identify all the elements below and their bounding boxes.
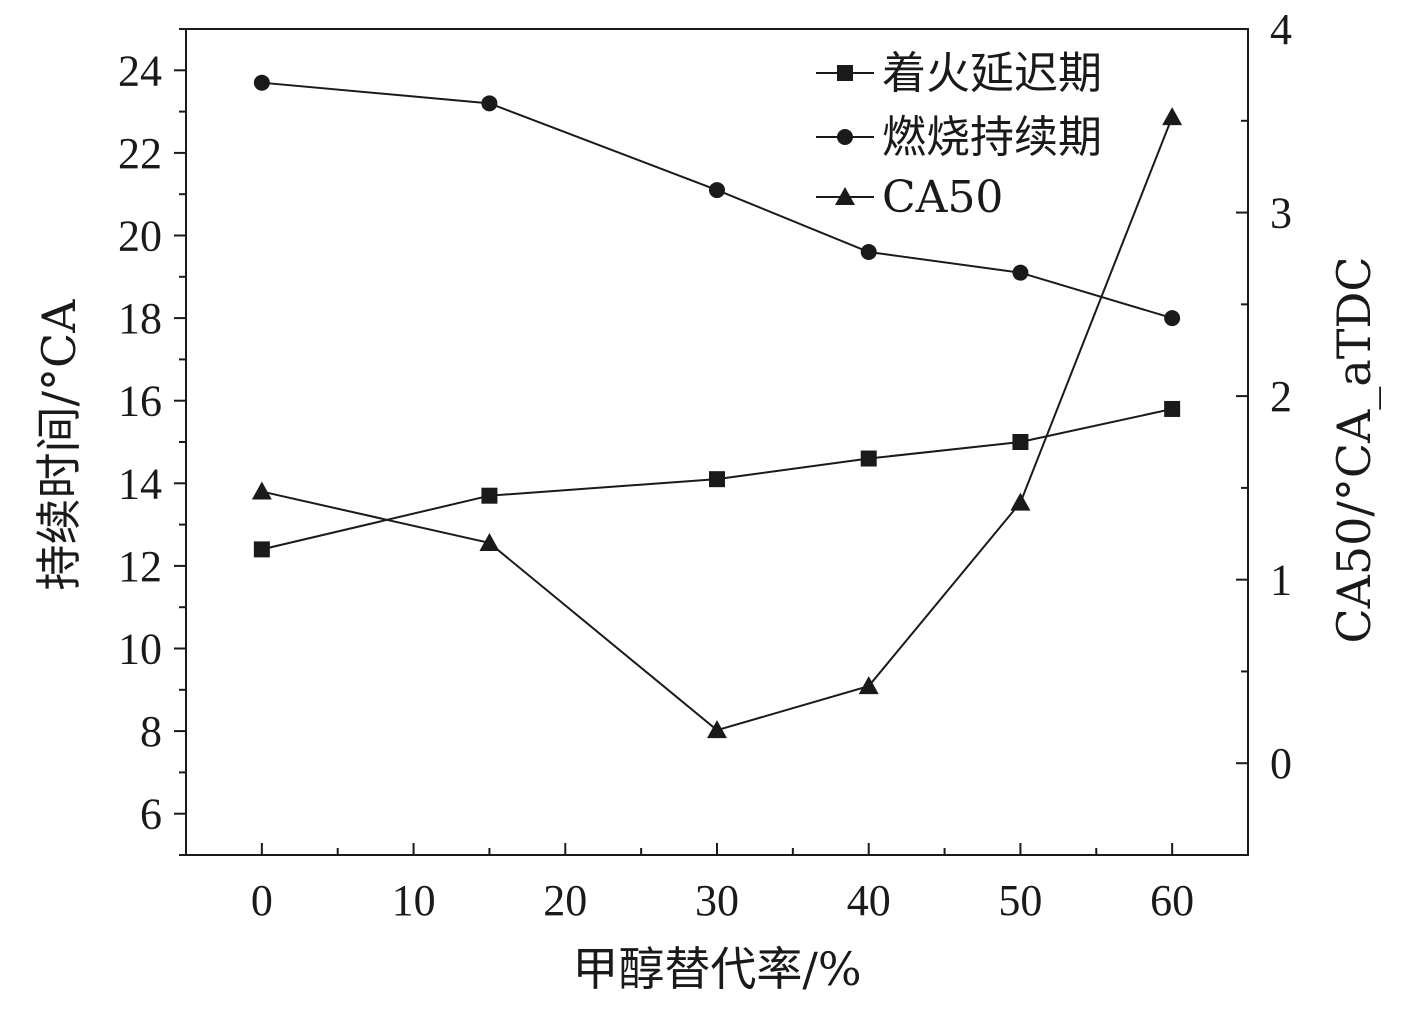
x-tick-label: 40 [847, 876, 891, 925]
series-2-point [1164, 310, 1181, 327]
x-tick-label: 50 [998, 876, 1042, 925]
series-2-line [261, 81, 1173, 320]
y-tick-label: 24 [118, 46, 162, 95]
y-tick-label: 12 [118, 542, 162, 591]
legend-label: 着火延迟期 [882, 48, 1102, 99]
legend-marker [837, 65, 853, 81]
x-axis-title: 甲醇替代率/% [572, 942, 861, 996]
series-3-line [261, 116, 1174, 732]
y-tick-label: 18 [118, 294, 162, 343]
legend-label: 燃烧持续期 [882, 112, 1102, 163]
legend-label: CA50 [882, 172, 1003, 223]
legend-marker [837, 129, 853, 145]
series-2-point [253, 74, 270, 91]
series-2-point [860, 244, 877, 261]
y2-tick-label: 2 [1270, 372, 1292, 421]
y2-tick-label: 3 [1270, 189, 1292, 238]
x-tick-label: 20 [543, 876, 587, 925]
series-3-point [707, 720, 727, 739]
series-2-point [481, 95, 498, 112]
y-axis-title: 持续时间/°CA [32, 299, 86, 591]
legend-marker [835, 187, 855, 205]
series-layer [251, 74, 1183, 739]
series-3-point [858, 676, 879, 695]
series-2-point [1012, 264, 1029, 281]
series-1-point [253, 541, 270, 558]
y2-axis-title: CA50/°CA_aTDC [1327, 256, 1381, 643]
series-1-point [860, 450, 877, 467]
x-tick-label: 0 [251, 876, 273, 925]
y-tick-label: 10 [118, 625, 162, 674]
x-tick-label: 10 [392, 876, 436, 925]
y-tick-label: 16 [118, 377, 162, 426]
series-1-point [709, 471, 725, 488]
y2-tick-label: 4 [1270, 5, 1292, 54]
series-3-point [479, 532, 500, 551]
series-1-point [1012, 434, 1029, 450]
y-tick-label: 14 [118, 459, 162, 508]
y-tick-label: 6 [140, 790, 162, 839]
y-tick-label: 8 [140, 707, 162, 756]
series-1-point [481, 487, 498, 504]
series-1-point [1164, 400, 1181, 417]
series-3-point [1010, 492, 1031, 511]
y-tick-label: 20 [118, 212, 162, 261]
series-3-point [251, 481, 272, 500]
y-tick-label: 22 [118, 129, 162, 178]
series-3-point [1162, 107, 1183, 126]
y2-tick-label: 1 [1270, 556, 1292, 605]
x-tick-label: 60 [1150, 876, 1194, 925]
series-2-point [709, 182, 725, 199]
y2-tick-label: 0 [1270, 739, 1292, 788]
x-tick-label: 30 [695, 876, 739, 925]
